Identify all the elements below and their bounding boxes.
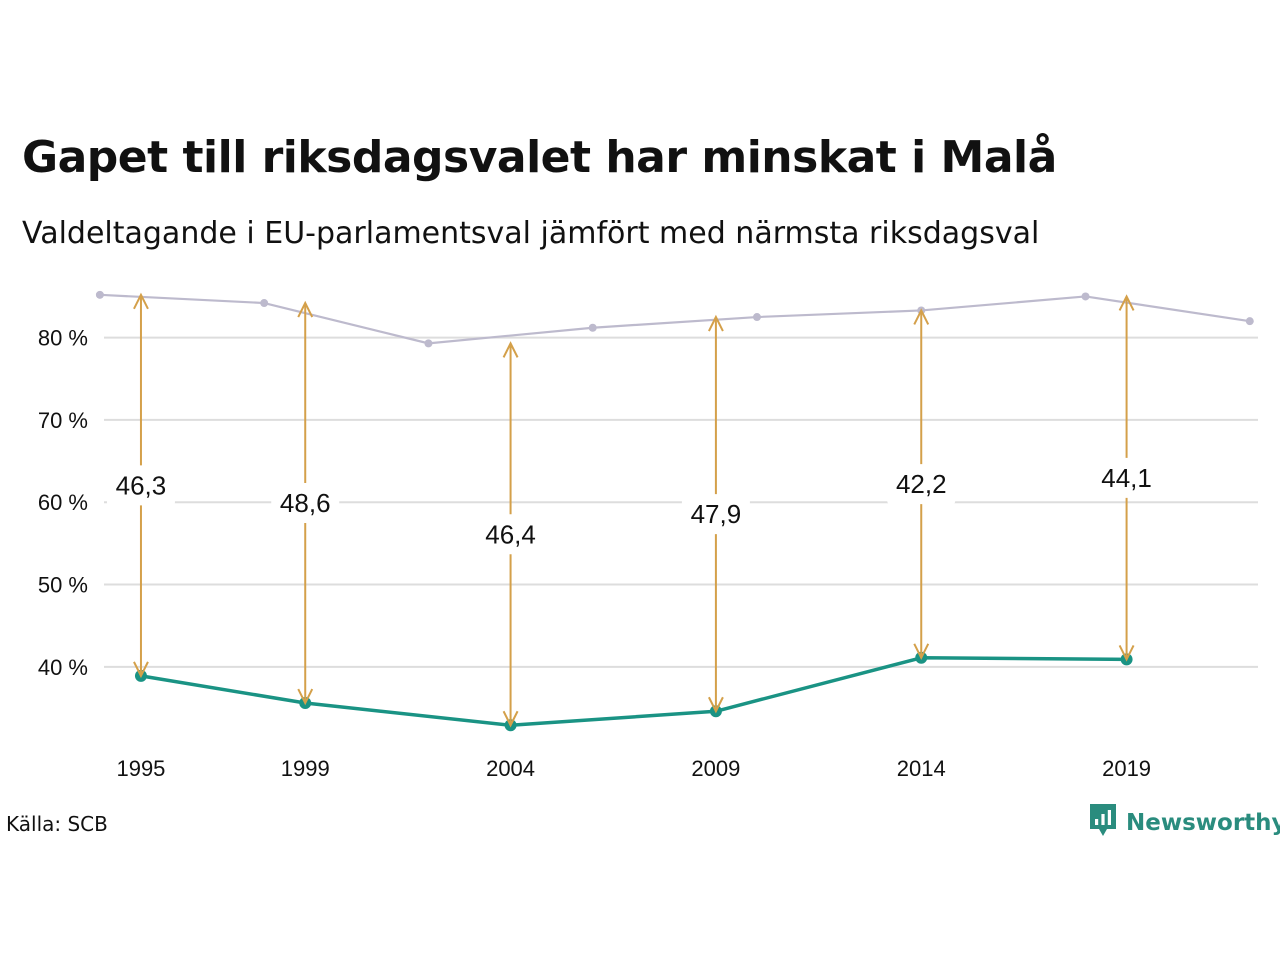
gap-arrow-head-down [708,696,724,714]
riksdag-data-point [1081,292,1090,301]
riksdag-data-point [1245,317,1254,326]
gap-label-background [681,494,750,535]
y-tick-label: 50 % [38,573,88,598]
x-axis-ticks: 1995 1999 2004 2009 2014 2019 [116,756,1151,781]
gap-label: 42,2 [896,469,947,499]
source-note: Källa: SCB [6,812,108,836]
gap-arrows: 46,3 48,6 46,4 47,9 42,2 44,1 [106,292,1161,728]
newsworthy-logo-icon [1088,802,1118,843]
x-tick-label: 1995 [116,756,165,781]
gap-arrow-head-up [502,341,519,358]
gap-arrow-head-down [913,643,930,660]
y-tick-label: 40 % [38,655,88,680]
y-tick-label: 80 % [38,326,88,351]
x-tick-label: 2019 [1102,756,1151,781]
gap-arrow-head-up [297,300,314,318]
chart-title: Gapet till riksdagsvalet har minskat i M… [22,132,1057,183]
series-layer [95,290,1254,732]
gap-label: 46,3 [116,470,167,500]
gap-arrow-head-up [1118,294,1135,311]
gap-label-background [1092,457,1161,498]
y-tick-label: 70 % [38,408,88,433]
gap-arrow-head-up [708,314,724,332]
riksdag-data-point [588,323,597,332]
y-tick-label: 60 % [38,490,88,515]
gap-arrow-head-down [133,661,149,679]
gap-label-background [887,464,956,505]
riksdag-data-point [95,290,104,299]
gap-label: 46,4 [485,519,536,549]
grid-layer [104,336,1258,668]
gap-arrow-head-down [502,710,519,728]
x-tick-label: 2014 [897,756,946,781]
eu-series-line [140,656,1127,727]
x-tick-label: 2009 [691,756,740,781]
gap-label: 44,1 [1101,463,1152,493]
brand-name: Newsworthy [1126,809,1280,836]
riksdag-data-point [260,299,269,308]
y-axis-ticks: 40 % 50 % 60 % 70 % 80 % [38,326,88,680]
gap-label: 47,9 [691,499,742,529]
gap-label: 48,6 [280,488,331,518]
gap-label-background [271,483,340,524]
x-tick-label: 1999 [281,756,330,781]
riksdag-series-line [99,293,1250,345]
gap-arrow-head-up [913,308,930,325]
gap-label-background [476,514,545,555]
brand-logo: Newsworthy [1088,802,1280,843]
riksdag-data-point [752,313,761,322]
chart-subtitle: Valdeltagande i EU-parlamentsval jämfört… [22,216,1040,251]
riksdag-data-point [424,339,433,348]
gap-arrow-head-up [133,292,149,310]
gap-label-background [106,465,175,506]
gap-arrow-head-down [297,688,314,706]
gap-arrow-head-down [1118,644,1135,662]
x-tick-label: 2004 [486,756,535,781]
